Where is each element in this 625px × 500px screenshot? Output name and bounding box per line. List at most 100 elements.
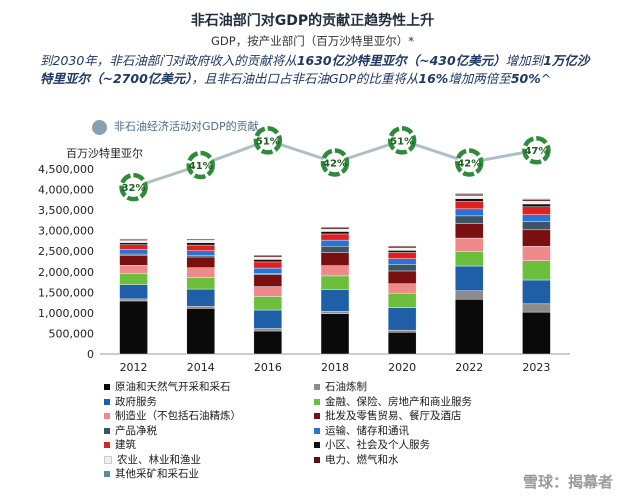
bar-segment bbox=[320, 231, 350, 235]
top-legend-label: 非石油经济活动对GDP的贡献 bbox=[114, 120, 259, 133]
bar-segment bbox=[387, 283, 417, 294]
share-marker bbox=[320, 148, 350, 177]
bar-segment bbox=[253, 309, 283, 329]
bar-segment bbox=[387, 332, 417, 355]
y-tick-label: 1,500,000 bbox=[38, 286, 94, 299]
legend-swatch bbox=[314, 442, 320, 448]
y-tick-label: 2,000,000 bbox=[38, 266, 94, 279]
bar-segment bbox=[253, 296, 283, 311]
legend-label: 制造业（不包括石油精炼） bbox=[115, 410, 241, 422]
legend-item: 运输、储存和通讯 bbox=[314, 423, 409, 438]
intro-bold-2: 1万亿沙特里亚尔（~2700亿美元） bbox=[40, 53, 590, 86]
bar-segment bbox=[522, 279, 551, 305]
share-label: 32% bbox=[122, 183, 146, 194]
legend-item: 小区、社会及个人服务 bbox=[314, 437, 430, 452]
bar-segment bbox=[387, 270, 417, 284]
bar-segment bbox=[253, 267, 283, 274]
bar-segment bbox=[455, 208, 484, 217]
legend-label: 批发及零售贸易、餐厅及酒店 bbox=[325, 410, 462, 422]
x-tick-label: 2014 bbox=[187, 361, 215, 374]
bar-segment bbox=[522, 214, 551, 222]
intro-bold-3: 16% bbox=[418, 70, 449, 86]
legend-label: 其他采矿和采石业 bbox=[115, 468, 199, 480]
bar-segment bbox=[522, 246, 551, 261]
legend-swatch bbox=[314, 413, 320, 419]
bar-segment bbox=[320, 228, 350, 232]
legend-swatch bbox=[104, 442, 110, 448]
y-tick-label: 0 bbox=[87, 348, 94, 361]
bar-segment bbox=[186, 244, 215, 252]
legend-swatch bbox=[314, 384, 320, 390]
x-tick-label: 2012 bbox=[120, 361, 148, 374]
bar-segment bbox=[253, 286, 283, 297]
bar-segment bbox=[455, 215, 484, 224]
legend-swatch bbox=[104, 398, 110, 405]
share-marker bbox=[522, 135, 551, 165]
y-tick-label: 3,000,000 bbox=[38, 225, 94, 238]
bar-segment bbox=[320, 311, 350, 314]
legend-item: 产品净税 bbox=[104, 423, 157, 438]
bar-segment bbox=[455, 299, 484, 355]
bar-segment bbox=[253, 328, 283, 332]
bar-segment bbox=[522, 203, 551, 208]
bar-segment bbox=[387, 246, 417, 249]
share-label: 41% bbox=[189, 161, 213, 172]
bar-segment bbox=[320, 239, 350, 247]
top-legend: 非石油经济活动对GDP的贡献 bbox=[92, 118, 259, 135]
bar-segment bbox=[119, 273, 148, 285]
legend-swatch bbox=[104, 455, 112, 464]
legend-label: 建筑 bbox=[115, 439, 136, 451]
legend-label: 小区、社会及个人服务 bbox=[325, 439, 430, 451]
legend-label: 金融、保险、房地产和商业服务 bbox=[325, 395, 472, 408]
legend-label: 农业、林业和渔业 bbox=[117, 453, 201, 466]
intro-bold-4: 50% bbox=[510, 70, 541, 86]
legend-item: 原油和天然气开采和采石 bbox=[104, 379, 231, 394]
bar-segment bbox=[253, 255, 283, 258]
bar-segment bbox=[387, 307, 417, 331]
legend-label: 原油和天然气开采和采石 bbox=[115, 381, 231, 393]
bar-segment bbox=[186, 306, 215, 309]
bar-segment bbox=[522, 260, 551, 281]
legend-label: 运输、储存和通讯 bbox=[325, 424, 409, 437]
top-legend-marker bbox=[92, 119, 107, 135]
bar-segment bbox=[522, 200, 551, 205]
intro-part-4: 增加两倍至 bbox=[448, 70, 511, 86]
bar-segment bbox=[522, 229, 551, 247]
bar-segment bbox=[186, 308, 215, 355]
intro-part-3: ，且非石油出口占非石油GDP的比重将从 bbox=[191, 70, 419, 86]
legend-swatch bbox=[104, 384, 110, 390]
y-tick-label: 500,000 bbox=[49, 327, 95, 340]
intro-text: 到2030年，非石油部门对政府收入的贡献将从1630亿沙特里亚尔（~430亿美元… bbox=[40, 52, 600, 87]
bar-segment bbox=[320, 226, 350, 228]
bar-segment bbox=[119, 242, 148, 245]
x-tick-label: 2023 bbox=[522, 361, 550, 374]
bar-segment bbox=[186, 277, 215, 290]
bar-segment bbox=[253, 261, 283, 269]
bar-segment bbox=[119, 255, 148, 266]
legend-item: 电力、燃气和水 bbox=[314, 452, 399, 467]
bar-segment bbox=[522, 198, 551, 200]
bar-segment bbox=[455, 201, 484, 210]
bar-segment bbox=[320, 246, 350, 253]
intro-part-2: 增加到 bbox=[505, 53, 544, 68]
bar-segment bbox=[253, 330, 283, 355]
legend-item: 建筑 bbox=[104, 437, 136, 452]
bar-segment bbox=[455, 265, 484, 291]
bar-segment bbox=[253, 259, 283, 263]
bar-segment bbox=[119, 298, 148, 302]
share-label: 47% bbox=[524, 146, 548, 157]
bar-segment bbox=[186, 288, 215, 307]
bar-segment bbox=[119, 265, 148, 275]
bar-segment bbox=[522, 199, 551, 202]
x-tick-label: 2018 bbox=[321, 361, 349, 374]
legend-item: 批发及零售贸易、餐厅及酒店 bbox=[314, 408, 462, 423]
intro-bold-1: 1630亿沙特里亚尔（~430亿美元） bbox=[296, 53, 506, 68]
bar-segment bbox=[387, 292, 417, 308]
share-marker bbox=[455, 148, 484, 177]
intro-tail: ^ bbox=[540, 70, 552, 86]
bar-segment bbox=[387, 247, 417, 251]
y-tick-label: 1,000,000 bbox=[38, 307, 94, 320]
bar-segment bbox=[455, 195, 484, 199]
bar-segment bbox=[387, 258, 417, 265]
